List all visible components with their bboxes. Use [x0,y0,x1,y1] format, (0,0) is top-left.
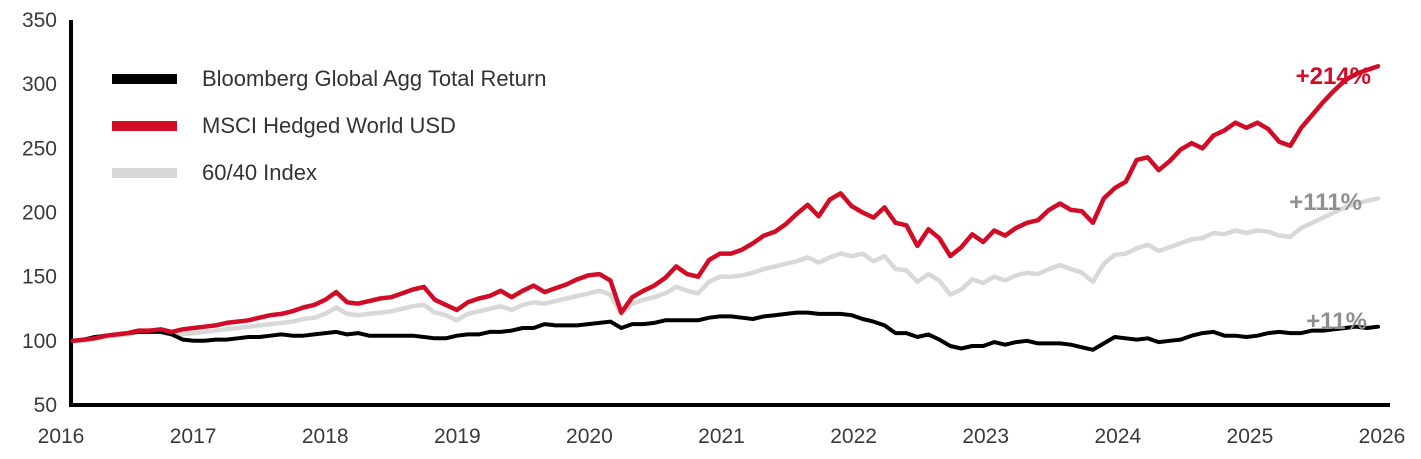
y-axis-tick-label: 250 [22,137,57,160]
legend-item-bloomberg-global-agg: Bloomberg Global Agg Total Return [112,66,546,92]
legend-swatch-bloomberg-global-agg [112,74,177,84]
x-axis-tick-label: 2019 [434,425,481,448]
legend-swatch-msci-hedged-world [112,121,177,131]
x-axis-tick-label: 2021 [698,425,745,448]
y-axis-tick-label: 50 [34,394,57,417]
y-axis-tick-label: 150 [22,266,57,289]
x-axis-tick-label: 2017 [170,425,217,448]
bloomberg-global-agg-line [71,310,1380,352]
bloomberg-end-label: +11% [1306,308,1367,335]
y-axis-tick-label: 350 [22,9,57,32]
y-axis-tick-label: 200 [22,202,57,225]
y-axis-tick-label: 300 [22,73,57,96]
sixty-forty-end-label: +111% [1289,189,1362,216]
x-axis-tick-label: 2020 [566,425,613,448]
legend-label-msci-hedged-world: MSCI Hedged World USD [202,113,456,138]
chart-legend: Bloomberg Global Agg Total Return MSCI He… [112,66,546,186]
msci-end-label: +214% [1296,63,1371,90]
legend-label-sixty-forty-index: 60/40 Index [202,160,317,185]
x-axis-tick-label: 2023 [962,425,1009,448]
x-axis-tick-label: 2024 [1094,425,1141,448]
legend-swatch-sixty-forty-index [112,168,177,178]
msci-hedged-world-line [70,63,1381,344]
y-axis-tick-label: 100 [22,330,57,353]
legend-label-bloomberg-global-agg: Bloomberg Global Agg Total Return [202,66,547,91]
x-axis-tick-label: 2022 [830,425,877,448]
x-axis-tick-label: 2025 [1227,425,1274,448]
legend-item-msci-hedged-world: MSCI Hedged World USD [112,113,546,139]
sixty-forty-index-line [70,196,1381,344]
x-axis-tick-label: 2016 [38,425,85,448]
legend-item-sixty-forty-index: 60/40 Index [112,160,546,186]
x-axis-tick-label: 2026 [1359,425,1406,448]
x-axis-tick-label: 2018 [302,425,349,448]
